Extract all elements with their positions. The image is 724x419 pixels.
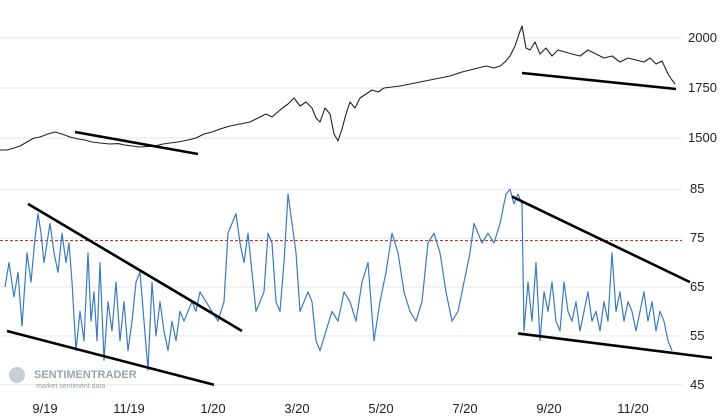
- x-tick-label: 11/19: [113, 401, 145, 416]
- price-y-tick-label: 2000: [688, 30, 717, 45]
- x-tick-label: 9/20: [536, 401, 561, 416]
- x-tick-label: 9/19: [32, 401, 57, 416]
- price-y-tick-label: 1500: [688, 130, 717, 145]
- indicator-y-tick-label: 85: [690, 181, 704, 196]
- indicator-trendline: [27, 202, 243, 333]
- x-tick-label: 1/20: [200, 401, 225, 416]
- x-tick-labels: 9/19 11/19 1/20 3/20 5/20 7/20 9/20 11/20: [32, 401, 648, 416]
- watermark-globe-icon: [9, 367, 25, 383]
- x-tick-label: 11/20: [617, 401, 649, 416]
- indicator-y-tick-label: 45: [690, 377, 704, 392]
- indicator-trendline: [517, 332, 713, 360]
- x-tick-label: 5/20: [368, 401, 393, 416]
- series-lines: [0, 25, 676, 371]
- trendlines: [6, 71, 713, 387]
- indicator-y-tick-label: 65: [690, 279, 704, 294]
- x-tick-label: 3/20: [284, 401, 309, 416]
- watermark-name: SENTIMENTRADER: [34, 369, 137, 381]
- x-tick-label: 7/20: [452, 401, 477, 416]
- price-y-tick-label: 1750: [688, 80, 717, 95]
- indicator-series-line: [4, 188, 673, 371]
- price-trendline: [521, 71, 677, 91]
- watermark-logo: SENTIMENTRADER market sentiment data: [9, 367, 137, 390]
- indicator-y-tick-label: 75: [690, 230, 704, 245]
- indicator-y-tick-label: 55: [690, 328, 704, 343]
- indicator-trendline: [511, 195, 691, 284]
- grid-lines: [0, 37, 682, 386]
- indicator-trendline: [6, 329, 215, 387]
- price-series-line: [0, 25, 676, 151]
- y-tick-labels: 1500 1750 2000 45 55 65 75 85: [688, 30, 717, 392]
- price-trendline: [74, 130, 199, 156]
- watermark-tagline: market sentiment data: [36, 383, 105, 390]
